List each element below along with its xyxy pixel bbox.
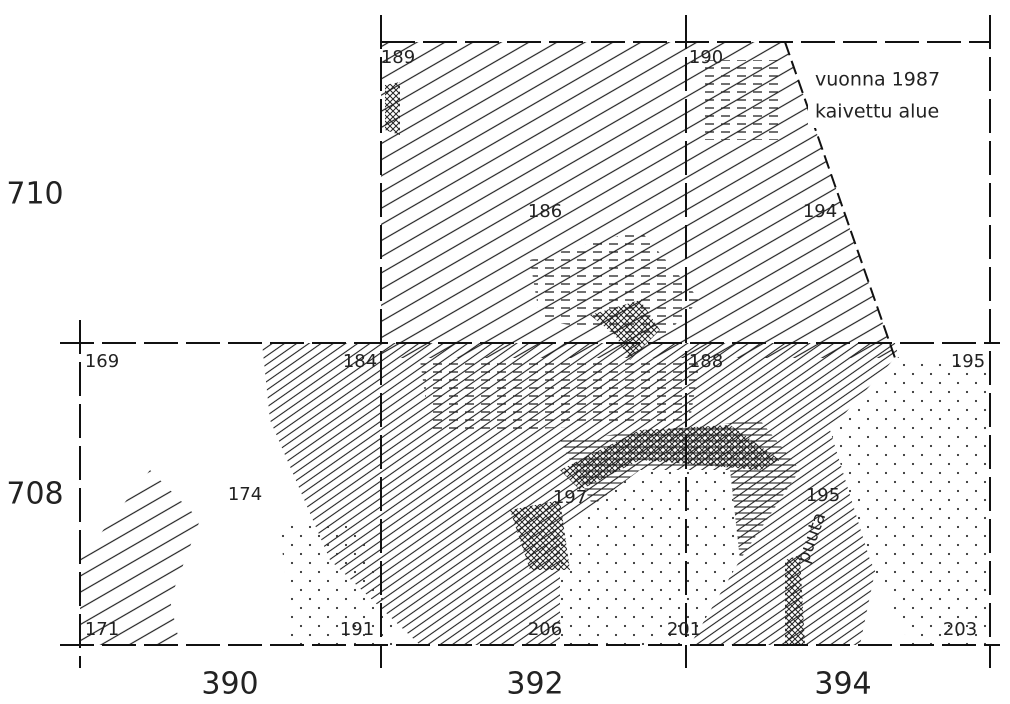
cell-number: 174 bbox=[228, 484, 262, 505]
annotation: vuonna 1987 bbox=[815, 69, 940, 91]
cell-number: 189 bbox=[381, 47, 415, 68]
annotation-bg bbox=[808, 64, 988, 128]
x-axis-label: 392 bbox=[506, 667, 563, 701]
cell-number: 203 bbox=[943, 619, 977, 640]
cell-number: 184 bbox=[343, 351, 377, 372]
cell-number: 206 bbox=[528, 619, 562, 640]
cell-number: 188 bbox=[689, 351, 723, 372]
cell-number: 191 bbox=[340, 619, 374, 640]
cell-number: 171 bbox=[85, 619, 119, 640]
cell-number: 201 bbox=[667, 619, 701, 640]
hatch-regions bbox=[80, 42, 990, 645]
labels: 390 392 394 710 708 189 190 186 194 169 184 188 195 1… bbox=[6, 47, 985, 702]
x-axis-label: 390 bbox=[201, 667, 258, 701]
cell-number: 195 bbox=[951, 351, 985, 372]
cell-number: 197 bbox=[553, 487, 587, 508]
cell-number: 169 bbox=[85, 351, 119, 372]
grid bbox=[60, 15, 1000, 668]
annotation: kaivettu alue bbox=[815, 101, 939, 123]
cell-number: 195 bbox=[806, 485, 840, 506]
cell-number: 186 bbox=[528, 201, 562, 222]
cell-number: 190 bbox=[689, 47, 723, 68]
y-axis-label: 708 bbox=[6, 477, 63, 512]
x-axis-label: 394 bbox=[814, 667, 871, 701]
cell-number: 194 bbox=[803, 201, 837, 222]
y-axis-label: 710 bbox=[6, 177, 63, 212]
